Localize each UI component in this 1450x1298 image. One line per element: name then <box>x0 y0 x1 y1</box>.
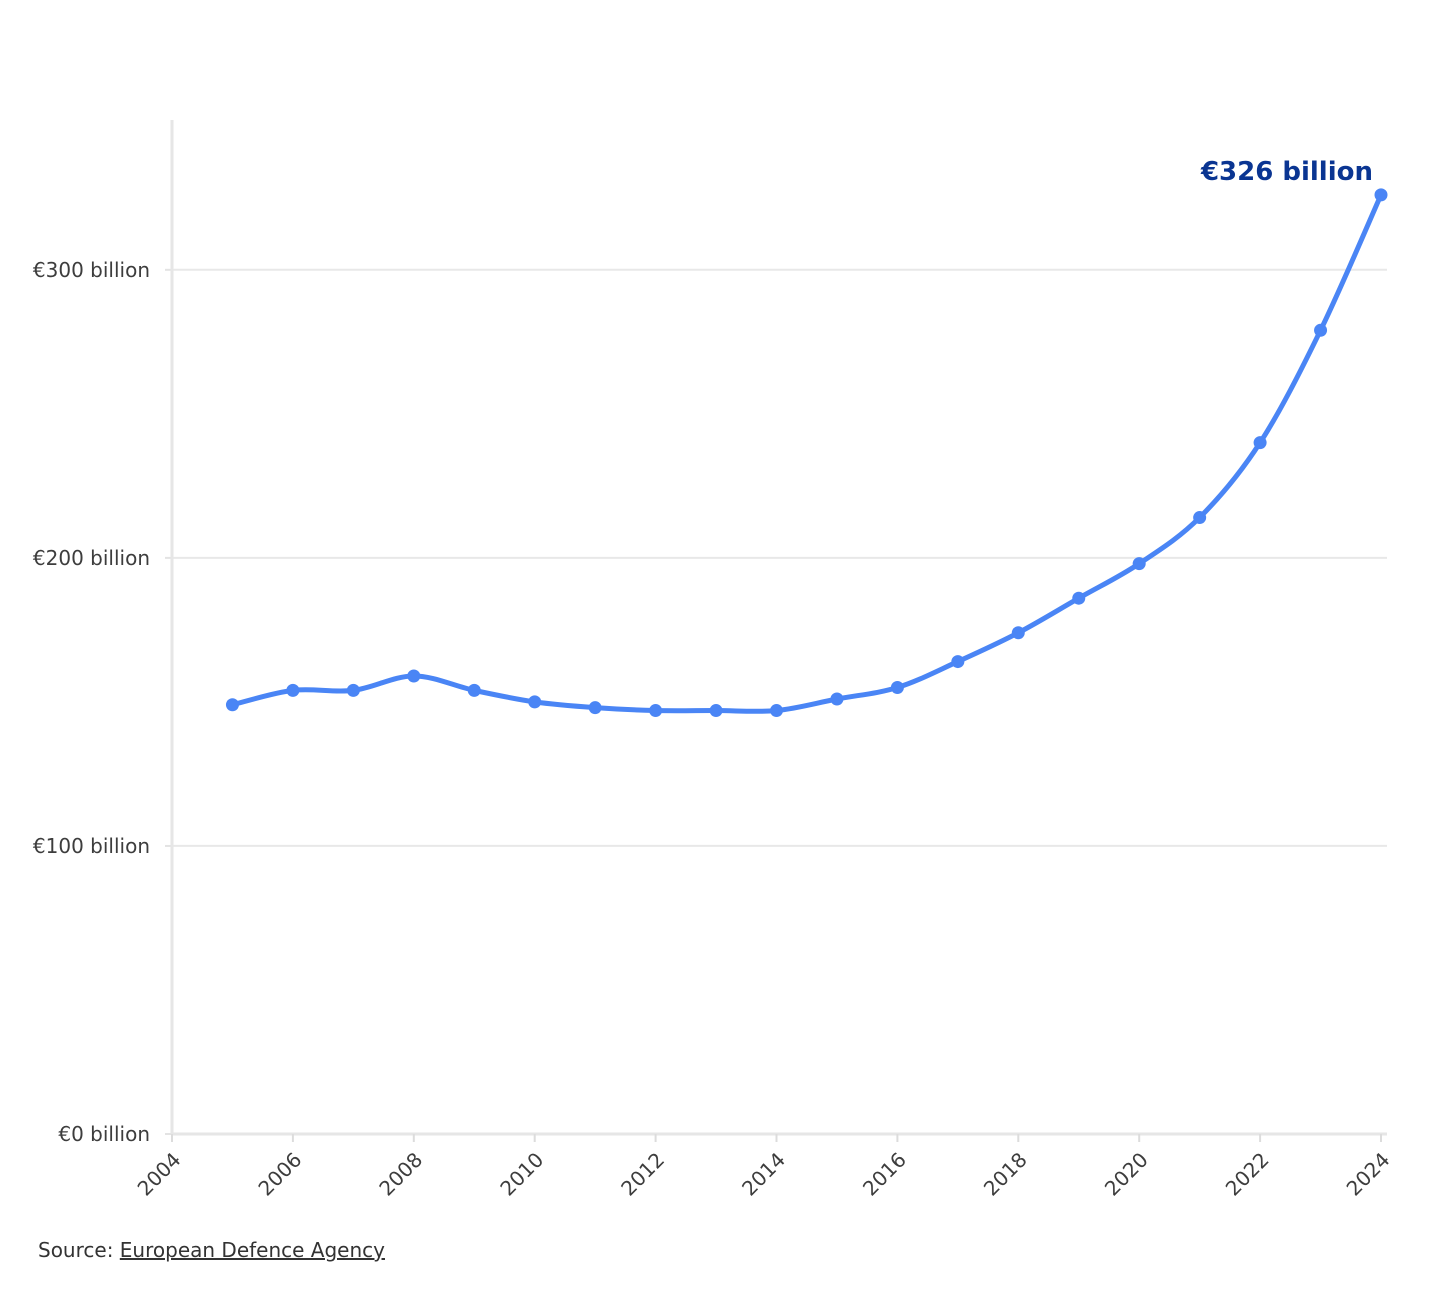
grid-lines <box>172 268 1387 847</box>
data-point-2023[interactable] <box>1314 323 1328 337</box>
x-tick-label: 2014 <box>737 1148 790 1201</box>
data-point-2013[interactable] <box>709 704 723 718</box>
data-point-2011[interactable] <box>588 701 602 715</box>
data-point-2017[interactable] <box>951 655 965 669</box>
x-axis-tick-labels: 2004 2006 2008 2010 2012 2014 2016 2018 2020 2022… <box>133 1148 1395 1201</box>
source-note: Source: European Defence Agency <box>38 1238 385 1262</box>
x-tick-label: 2024 <box>1342 1148 1395 1201</box>
data-point-2020[interactable] <box>1132 557 1146 571</box>
data-point-2021[interactable] <box>1193 511 1207 525</box>
y-tick-label: €300 billion <box>33 258 150 282</box>
axes <box>165 120 1387 1142</box>
data-point-2012[interactable] <box>649 704 663 718</box>
data-point-2006[interactable] <box>286 683 300 697</box>
data-point-2018[interactable] <box>1011 626 1025 640</box>
y-tick-label: €200 billion <box>33 546 150 570</box>
x-tick-label: 2016 <box>858 1148 911 1201</box>
x-tick-label: 2018 <box>979 1148 1032 1201</box>
y-tick-label: €100 billion <box>33 834 150 858</box>
data-point-2005[interactable] <box>225 698 239 712</box>
data-point-2010[interactable] <box>528 695 542 709</box>
x-tick-label: 2022 <box>1221 1148 1274 1201</box>
data-point-2007[interactable] <box>346 683 360 697</box>
x-tick-label: 2008 <box>374 1148 427 1201</box>
data-point-2024[interactable] <box>1374 188 1388 202</box>
data-point-2016[interactable] <box>890 680 904 694</box>
series-line <box>229 192 1384 714</box>
y-tick-label: €0 billion <box>58 1122 150 1146</box>
source-prefix: Source: <box>38 1238 120 1262</box>
x-tick-label: 2012 <box>616 1148 669 1201</box>
data-point-2015[interactable] <box>830 692 844 706</box>
source-link[interactable]: European Defence Agency <box>119 1238 385 1262</box>
data-point-2009[interactable] <box>467 683 481 697</box>
annotation-layer: €326 billion <box>1200 157 1373 187</box>
data-point-2008[interactable] <box>407 669 421 683</box>
x-tick-label: 2004 <box>133 1148 186 1201</box>
y-axis-tick-labels: €0 billion €100 billion €200 billion €300 b… <box>33 258 150 1146</box>
data-point-2019[interactable] <box>1072 591 1086 605</box>
data-point-2014[interactable] <box>770 704 783 718</box>
x-tick-label: 2010 <box>495 1148 548 1201</box>
annotation-label: €326 billion <box>1200 157 1373 187</box>
data-point-2022[interactable] <box>1253 436 1267 450</box>
x-tick-label: 2020 <box>1100 1148 1153 1201</box>
series-layer <box>225 188 1388 718</box>
x-tick-label: 2006 <box>253 1148 306 1201</box>
